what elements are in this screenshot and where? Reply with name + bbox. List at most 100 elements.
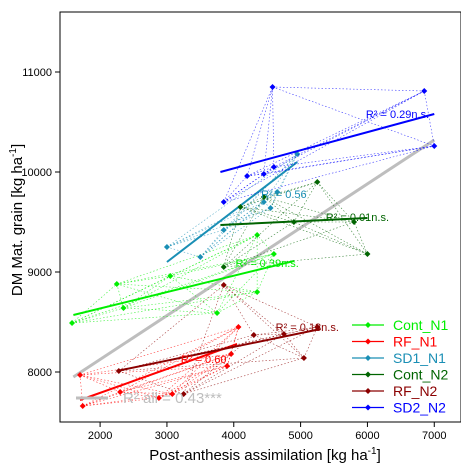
- connector-line: [253, 326, 318, 336]
- series-group: [163, 151, 301, 263]
- plot-frame: [59, 11, 461, 423]
- connector-line: [272, 86, 435, 147]
- connector-line: [293, 181, 318, 223]
- series-group: [220, 179, 371, 270]
- connector-line: [123, 291, 258, 309]
- connector-line: [253, 334, 305, 359]
- data-point: [260, 171, 267, 177]
- connector-line: [118, 334, 254, 372]
- connector-line: [353, 221, 368, 255]
- connector-line: [71, 307, 124, 324]
- y-axis-ticks: 8000 9000 10000 11000: [21, 67, 60, 379]
- r2-label: R² = 0.29n.s.: [366, 109, 429, 121]
- connector-line: [216, 291, 258, 314]
- r2-label: R² = 0.18n.s.: [276, 322, 339, 334]
- regression-line: [79, 343, 238, 401]
- connector-line: [72, 312, 218, 324]
- data-point: [77, 372, 84, 378]
- connector-line: [317, 181, 368, 255]
- legend-label: Cont_N2: [393, 367, 448, 383]
- connector-line: [116, 275, 171, 285]
- connector-line: [80, 365, 228, 376]
- connector-line: [71, 283, 118, 324]
- connector-line: [158, 326, 239, 399]
- connector-line: [223, 145, 435, 203]
- series-group: [115, 282, 321, 397]
- connector-line: [166, 207, 271, 248]
- connector-line: [263, 86, 273, 175]
- regression-line: [166, 161, 298, 263]
- data-point: [254, 289, 261, 295]
- connector-line: [223, 253, 368, 268]
- connector-line: [230, 326, 239, 355]
- legend-marker: [365, 388, 371, 394]
- connector-line: [71, 234, 258, 324]
- connector-line: [123, 275, 171, 309]
- connector-line: [223, 284, 318, 328]
- y-axis-title: DM Mat. grain [kg ha-1]: [8, 144, 26, 296]
- connector-line: [270, 191, 278, 209]
- x-tick-label: 7000: [422, 430, 446, 442]
- connector-line: [82, 326, 239, 407]
- connector-line: [82, 393, 173, 407]
- data-point: [197, 254, 204, 260]
- connector-line: [116, 234, 258, 285]
- connector-line: [120, 365, 228, 393]
- regression-line: [73, 260, 295, 316]
- connector-line: [273, 145, 435, 168]
- connector-line: [223, 207, 271, 231]
- data-point: [421, 88, 428, 94]
- legend-marker: [365, 404, 371, 411]
- connector-line: [200, 207, 271, 258]
- r2-label: R² = 0.60: [181, 354, 227, 366]
- connector-line: [200, 201, 265, 258]
- y-tick-label: 11000: [22, 67, 52, 79]
- data-point: [254, 232, 261, 238]
- data-point: [117, 389, 124, 395]
- data-point: [250, 332, 257, 338]
- x-axis-ticks: 2000 3000 4000 5000 6000 7000: [88, 422, 447, 442]
- data-point: [364, 251, 371, 257]
- connector-line: [223, 284, 285, 335]
- connector-line: [263, 196, 355, 223]
- connector-line: [263, 153, 298, 203]
- data-point: [270, 251, 277, 257]
- connector-line: [223, 181, 318, 268]
- data-point: [220, 227, 227, 233]
- r2-label: R² = 0.56: [261, 189, 307, 201]
- connector-line: [283, 326, 318, 335]
- connector-line: [223, 284, 305, 359]
- connector-line: [223, 196, 265, 268]
- data-point: [269, 84, 276, 90]
- connector-line: [247, 166, 274, 177]
- legend-overall-label: R² all = 0.43***: [123, 390, 222, 407]
- x-tick-label: 5000: [288, 430, 312, 442]
- connector-line: [123, 307, 218, 314]
- connector-line: [240, 206, 294, 223]
- connector-line: [123, 234, 258, 309]
- connector-line: [283, 333, 305, 359]
- data-point: [431, 143, 438, 149]
- connector-line: [273, 90, 425, 168]
- connector-line: [172, 326, 239, 395]
- connector-line: [170, 275, 218, 314]
- data-point: [351, 219, 358, 225]
- connector-line: [240, 181, 318, 208]
- data-point: [79, 403, 86, 409]
- data-point: [260, 199, 267, 205]
- connector-line: [79, 326, 239, 376]
- y-tick-label: 8000: [28, 367, 52, 379]
- legend-marker: [365, 371, 371, 378]
- connector-line: [272, 86, 425, 92]
- data-point: [314, 324, 321, 330]
- connector-line: [166, 246, 201, 258]
- connector-line: [216, 234, 258, 314]
- data-point: [228, 351, 235, 357]
- data-point: [115, 368, 122, 374]
- connector-line: [276, 153, 298, 193]
- legend-marker: [365, 338, 371, 345]
- data-point: [169, 391, 176, 397]
- data-point: [120, 305, 127, 311]
- connector-line: [183, 334, 255, 395]
- connector-line: [79, 374, 121, 393]
